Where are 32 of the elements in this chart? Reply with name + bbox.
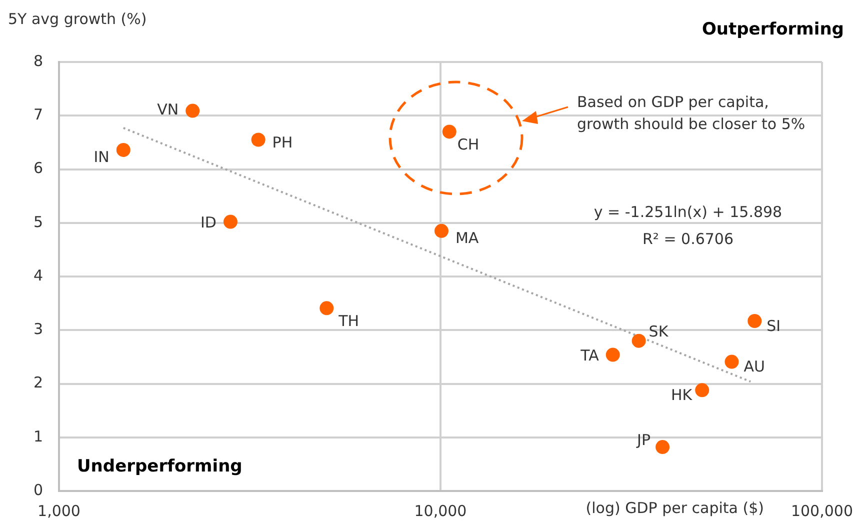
data-label: TH <box>338 312 360 330</box>
data-label: PH <box>272 134 293 152</box>
data-label: MA <box>455 228 480 247</box>
y-tick-label: 4 <box>33 266 43 284</box>
data-label: HK <box>670 386 694 404</box>
x-tick-label: 100,000 <box>790 502 853 520</box>
x-tick-label: 1,000 <box>38 502 80 520</box>
y-tick-label: 0 <box>33 480 43 499</box>
annotation: Based on GDP per capita, growth should be closer to 5% <box>577 92 806 133</box>
x-axis-title: (log) GDP per capita ($) <box>586 498 764 517</box>
data-label: SI <box>766 316 781 335</box>
data-label: IN <box>94 148 110 166</box>
data-label: VN <box>157 100 179 119</box>
text: Outperforming <box>702 19 844 40</box>
y-tick-label: 3 <box>33 320 43 338</box>
y-tick-label: 2 <box>33 374 43 392</box>
data-label: JP <box>636 430 651 449</box>
data-label: SK <box>648 322 670 341</box>
y-tick-label: 7 <box>33 106 43 124</box>
y-tick-label: 8 <box>33 52 43 70</box>
y-tick-label: 6 <box>33 159 43 178</box>
annotation: R² = 0.6706 <box>642 230 734 248</box>
data-label: AU <box>744 358 765 376</box>
data-label: ID <box>200 214 216 232</box>
data-label: CH <box>457 136 480 154</box>
y-tick-label: 1 <box>33 427 43 446</box>
data-label: TA <box>580 346 600 365</box>
y-axis-title: 5Y avg growth (%) <box>8 10 147 28</box>
annotation: Underperforming <box>77 456 242 476</box>
y-tick-label: 5 <box>33 212 43 231</box>
annotation: y = -1.251ln(x) + 15.898 <box>594 202 782 221</box>
x-tick-label: 10,000 <box>414 502 467 520</box>
